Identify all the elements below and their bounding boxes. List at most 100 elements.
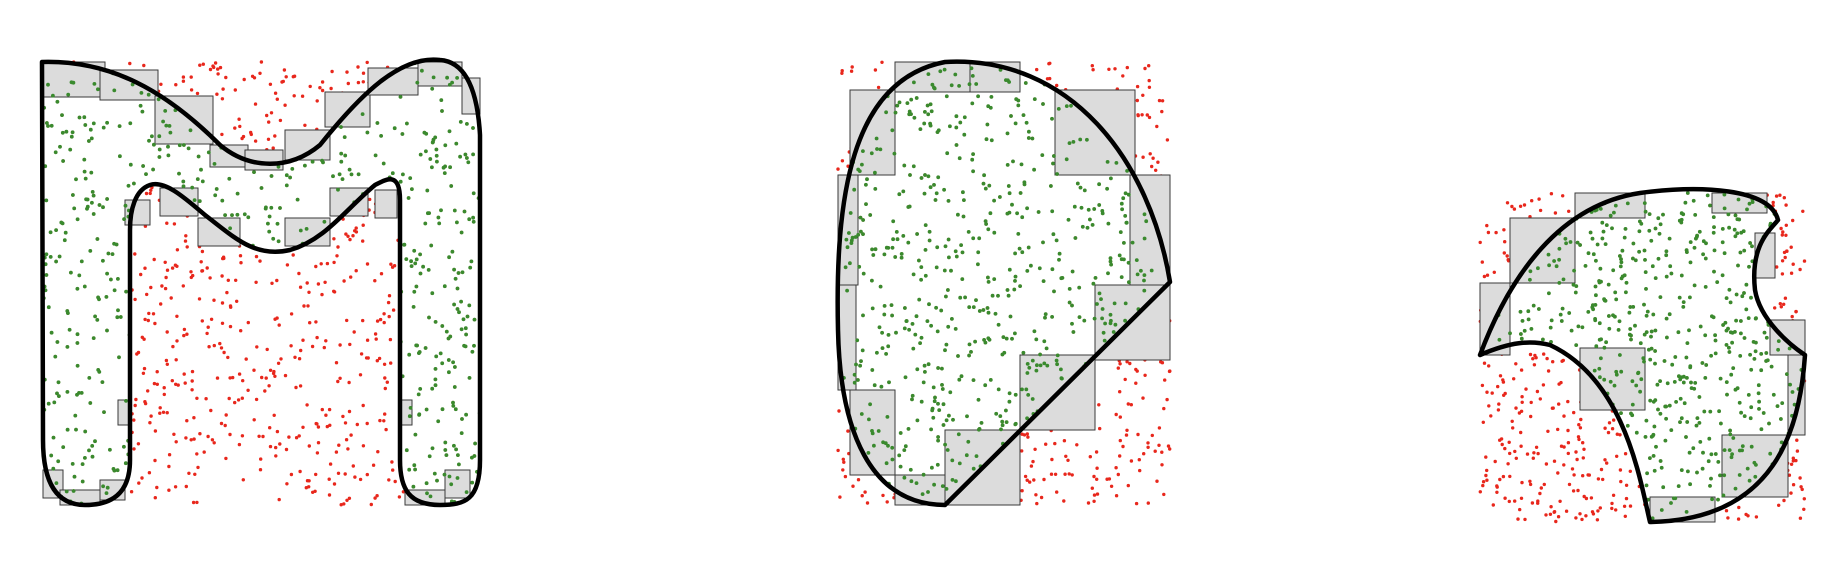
sample-point xyxy=(342,279,346,283)
sample-point xyxy=(1020,449,1024,453)
sample-point xyxy=(873,170,877,175)
sample-point xyxy=(220,274,224,278)
sample-point xyxy=(1633,323,1637,328)
sample-point xyxy=(74,177,78,182)
sample-point xyxy=(1794,458,1798,463)
sample-point xyxy=(176,383,180,387)
sample-point xyxy=(143,317,147,322)
sample-point xyxy=(986,227,991,232)
sample-point xyxy=(1599,356,1603,361)
sample-point xyxy=(269,111,274,115)
sample-point xyxy=(1124,220,1129,225)
sample-point xyxy=(440,324,445,328)
sample-point xyxy=(1064,104,1069,108)
sample-point xyxy=(255,345,259,349)
sample-point xyxy=(1728,432,1733,437)
sample-point xyxy=(153,321,157,326)
sample-point xyxy=(1501,474,1506,479)
sample-point xyxy=(1506,462,1510,466)
sample-point xyxy=(914,314,919,319)
sample-point xyxy=(450,249,455,254)
sample-point xyxy=(873,247,878,252)
sample-point xyxy=(906,427,911,431)
sample-point xyxy=(184,436,188,440)
sample-point xyxy=(53,354,58,359)
sample-point xyxy=(977,309,982,313)
sample-point xyxy=(1049,472,1054,476)
sample-point xyxy=(1050,457,1054,462)
sample-point xyxy=(1795,438,1799,442)
sample-point xyxy=(1642,359,1646,364)
sample-point xyxy=(926,72,931,76)
sample-point xyxy=(880,330,884,335)
sample-point xyxy=(1165,397,1169,402)
sample-point xyxy=(156,97,161,102)
sample-point xyxy=(944,418,949,423)
sample-point xyxy=(1702,409,1707,414)
sample-point xyxy=(1639,221,1644,226)
sample-point xyxy=(433,320,438,324)
sample-point xyxy=(946,288,950,292)
sample-point xyxy=(946,237,951,242)
sample-point xyxy=(237,372,242,376)
sample-point xyxy=(172,222,177,226)
sample-point xyxy=(456,271,461,275)
sample-point xyxy=(1510,419,1514,423)
sample-point xyxy=(1677,295,1682,300)
sample-point xyxy=(930,82,935,87)
sample-point xyxy=(1484,455,1488,459)
sample-point xyxy=(442,284,447,289)
sample-point xyxy=(1615,432,1620,436)
sample-point xyxy=(1027,365,1032,370)
sample-point xyxy=(1082,188,1087,193)
sample-point xyxy=(186,146,191,151)
sample-point xyxy=(887,380,891,385)
sample-point xyxy=(932,183,936,187)
sample-point xyxy=(305,479,310,483)
sample-point xyxy=(1500,442,1504,447)
sample-point xyxy=(1706,459,1711,464)
sample-point xyxy=(1524,387,1528,391)
sample-point xyxy=(1557,246,1562,251)
sample-point xyxy=(163,260,167,264)
sample-point xyxy=(275,429,280,434)
sample-point xyxy=(65,427,70,432)
sample-point xyxy=(361,239,365,243)
sample-point xyxy=(1053,472,1058,476)
sample-point xyxy=(1030,397,1035,401)
sample-point xyxy=(1769,364,1774,369)
sample-point xyxy=(942,67,947,72)
sample-point xyxy=(1025,206,1029,211)
sample-point xyxy=(450,80,454,85)
sample-point xyxy=(463,326,468,331)
sample-point xyxy=(272,413,276,417)
sample-point xyxy=(1478,240,1482,245)
sample-point xyxy=(923,273,928,278)
sample-point xyxy=(1644,330,1649,334)
sample-point xyxy=(320,407,324,412)
sample-point xyxy=(339,125,343,129)
sample-point xyxy=(316,282,321,286)
sample-point xyxy=(1782,196,1787,200)
sample-point xyxy=(150,134,154,139)
sample-point xyxy=(146,92,151,97)
sample-point xyxy=(349,275,353,279)
sample-point xyxy=(338,343,342,347)
sample-point xyxy=(434,354,439,359)
sample-point xyxy=(1563,236,1568,241)
sample-point xyxy=(373,153,378,158)
sample-point xyxy=(971,466,976,471)
sample-point xyxy=(1071,330,1076,334)
sample-point xyxy=(1102,338,1107,343)
sample-point xyxy=(1168,369,1172,373)
sample-point xyxy=(1125,360,1129,364)
sample-point xyxy=(1077,285,1082,290)
sample-point xyxy=(1130,240,1135,245)
sample-point xyxy=(133,297,137,302)
sample-point xyxy=(225,290,229,295)
sample-point xyxy=(965,414,969,419)
sample-point xyxy=(1546,369,1551,373)
sample-point xyxy=(1519,409,1524,413)
sample-point xyxy=(465,314,470,319)
sample-point xyxy=(254,397,259,402)
